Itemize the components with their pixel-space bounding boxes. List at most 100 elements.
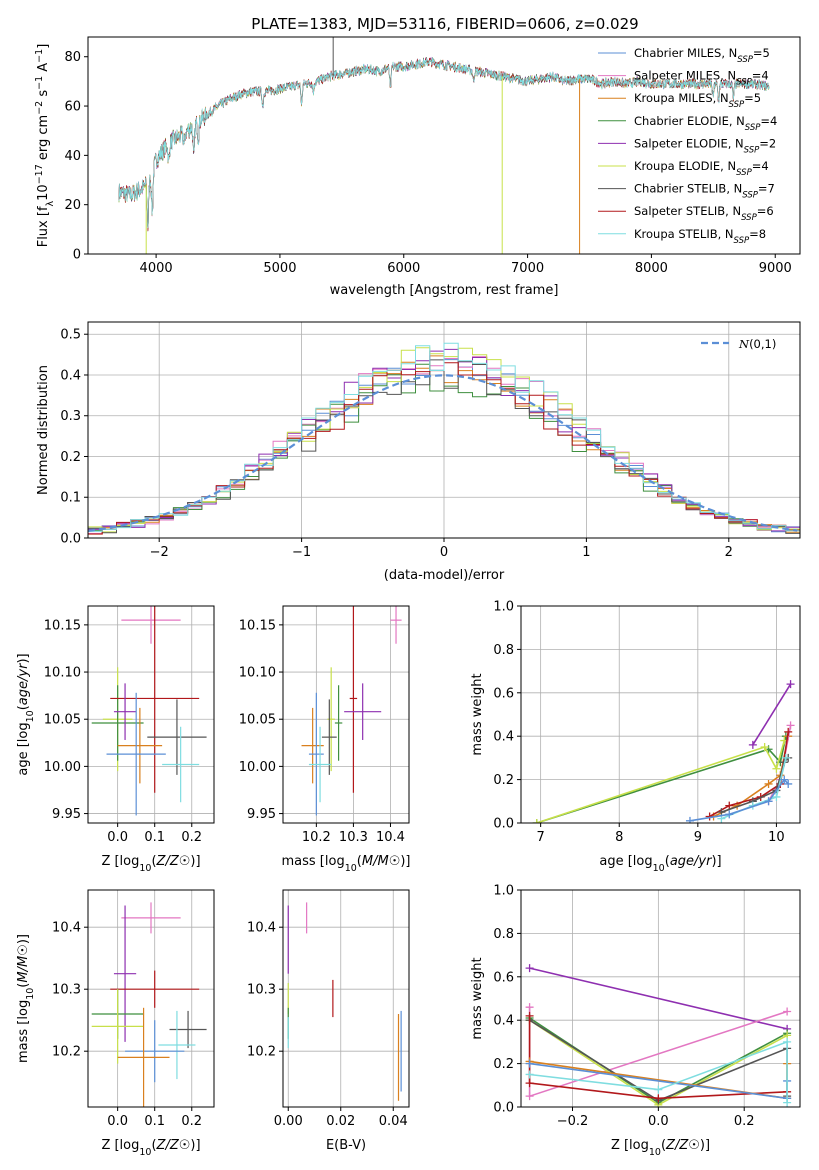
weight-marker bbox=[525, 1059, 534, 1068]
label-part: λ bbox=[45, 200, 56, 206]
x-axis-label: Z [log10(Z/Z☉)] bbox=[611, 1138, 710, 1158]
weight-marker bbox=[525, 1092, 534, 1101]
y-tick-label: 10.10 bbox=[239, 666, 276, 681]
legend-text-value: =4 bbox=[760, 114, 777, 128]
plot-area bbox=[118, 37, 770, 254]
y-tick-label: 20 bbox=[64, 198, 81, 213]
label-part: s bbox=[36, 90, 51, 101]
axes-frame bbox=[282, 889, 410, 1108]
weight-line bbox=[752, 683, 792, 746]
y-tick-label: 10.05 bbox=[239, 713, 276, 728]
label-part: )] bbox=[700, 1138, 710, 1153]
label-part: age/yr bbox=[670, 854, 713, 869]
label-part: mass [log bbox=[282, 854, 345, 869]
x-tick-label: 0.02 bbox=[326, 1114, 355, 1129]
legend-normal-symbol: N bbox=[738, 337, 750, 351]
legend-text-main: Salpeter MILES, N bbox=[634, 69, 736, 83]
legend-entry: Chabrier ELODIE, NSSP=4 bbox=[634, 114, 777, 133]
y-tick-label: 40 bbox=[64, 149, 81, 164]
axes-frame bbox=[87, 321, 801, 539]
weight-vs-z-panel: −0.2 0.0 0.2 0.0 0.2 0.4 0.6 0.8 1.0 Z [log10(Z/Z… bbox=[470, 884, 801, 1158]
weight-marker bbox=[654, 1094, 663, 1103]
y-tick-label: 0.4 bbox=[60, 368, 81, 383]
label-part: −17 bbox=[34, 164, 45, 184]
y-tick-label: 10.00 bbox=[239, 760, 276, 775]
x-tick-label: 0.2 bbox=[734, 1114, 755, 1129]
legend-text-sub: SSP bbox=[742, 191, 758, 201]
legend-text-value: =5 bbox=[744, 91, 761, 105]
age-vs-mass-panel: 10.2 10.3 10.4 9.95 10.00 10.05 10.10 10.15 mass… bbox=[239, 605, 411, 874]
x-tick-label: 10.4 bbox=[376, 830, 405, 845]
legend-text-sub: SSP bbox=[734, 236, 750, 246]
label-part: (data-model)/error bbox=[384, 568, 505, 583]
legend-text-value: =4 bbox=[752, 69, 769, 83]
legend-normal-args: (0,1) bbox=[749, 337, 776, 351]
legend-entry: Chabrier MILES, NSSP=5 bbox=[634, 46, 770, 65]
y-tick-label: 1.0 bbox=[493, 884, 514, 899]
x-tick-label: 0.2 bbox=[181, 830, 202, 845]
y-tick-label: 10.00 bbox=[44, 760, 81, 775]
x-tick-label: −1 bbox=[292, 545, 311, 560]
label-part: age [log bbox=[16, 722, 31, 775]
x-tick-label: 9 bbox=[694, 830, 702, 845]
x-tick-label: −0.2 bbox=[557, 1114, 589, 1129]
label-part: 10 bbox=[25, 710, 36, 722]
weight-line bbox=[721, 757, 789, 813]
label-part: )] bbox=[711, 854, 721, 869]
x-tick-label: 0.2 bbox=[181, 1114, 202, 1129]
legend-text-value: =6 bbox=[757, 204, 774, 218]
label-part: ( bbox=[16, 983, 31, 988]
x-axis-label: wavelength [Angstrom, rest frame] bbox=[330, 283, 559, 298]
histogram-series bbox=[88, 342, 800, 535]
label-part: 10 bbox=[139, 863, 151, 874]
label-part: ( bbox=[661, 1138, 666, 1153]
label-part: )] bbox=[400, 854, 410, 869]
y-tick-label: 80 bbox=[64, 50, 81, 65]
label-part: M/M☉ bbox=[362, 854, 400, 869]
x-axis-label: (data-model)/error bbox=[384, 568, 505, 583]
x-tick-label: 0.04 bbox=[379, 1114, 408, 1129]
legend-text-sub: SSP bbox=[736, 168, 752, 178]
y-tick-label: 0.8 bbox=[493, 643, 514, 658]
mass-vs-z-panel: 0.0 0.1 0.210.210.310.4Z [log10(Z/Z☉)]mass… bbox=[16, 889, 215, 1158]
axes-frame bbox=[87, 36, 801, 255]
weight-line bbox=[689, 778, 789, 822]
y-tick-label: 0 bbox=[73, 248, 81, 263]
x-tick-label: 0.0 bbox=[107, 1114, 128, 1129]
legend-text-main: Kroupa MILES, N bbox=[634, 91, 729, 105]
figure-title: PLATE=1383, MJD=53116, FIBERID=0606, z=0… bbox=[251, 15, 638, 33]
label-part: mass weight bbox=[470, 957, 485, 1039]
legend-text-main: Salpeter STELIB, N bbox=[634, 204, 741, 218]
x-tick-label: 0.1 bbox=[144, 830, 165, 845]
x-tick-label: 0.00 bbox=[274, 1114, 303, 1129]
legend-text-main: Chabrier ELODIE, N bbox=[634, 114, 745, 128]
legend-text-value: =8 bbox=[749, 227, 766, 241]
legend-text-main: Kroupa ELODIE, N bbox=[634, 159, 736, 173]
legend-text-main: Kroupa STELIB, N bbox=[634, 227, 734, 241]
axes-frame bbox=[87, 889, 215, 1108]
label-part: −1 bbox=[34, 49, 45, 63]
x-tick-label: 1 bbox=[582, 545, 590, 560]
x-axis-label: mass [log10(M/M☉)] bbox=[282, 854, 411, 874]
label-part: −2 bbox=[34, 101, 45, 115]
spectrum-line bbox=[118, 57, 770, 229]
x-axis-label: Z [log10(Z/Z☉)] bbox=[101, 854, 200, 874]
y-tick-label: 10.15 bbox=[239, 618, 276, 633]
label-part: Flux [f bbox=[36, 206, 51, 247]
x-tick-label: 6000 bbox=[387, 261, 420, 276]
y-tick-label: 0.2 bbox=[60, 450, 81, 465]
legend-text-sub: SSP bbox=[741, 213, 757, 223]
y-axis-label: mass weight bbox=[470, 957, 485, 1039]
legend-entry-normal: N(0,1) bbox=[738, 337, 776, 351]
label-part: mass [log bbox=[16, 1000, 31, 1063]
x-tick-label: 8 bbox=[615, 830, 623, 845]
label-part: E(B-V) bbox=[326, 1138, 366, 1153]
weight-marker bbox=[783, 1007, 792, 1016]
x-tick-label: 5000 bbox=[263, 261, 296, 276]
x-tick-label: 0.1 bbox=[144, 1114, 165, 1129]
weight-marker bbox=[525, 1070, 534, 1079]
label-part: ] bbox=[36, 44, 51, 49]
legend-text-value: =4 bbox=[752, 159, 769, 173]
x-tick-label: 8000 bbox=[635, 261, 668, 276]
